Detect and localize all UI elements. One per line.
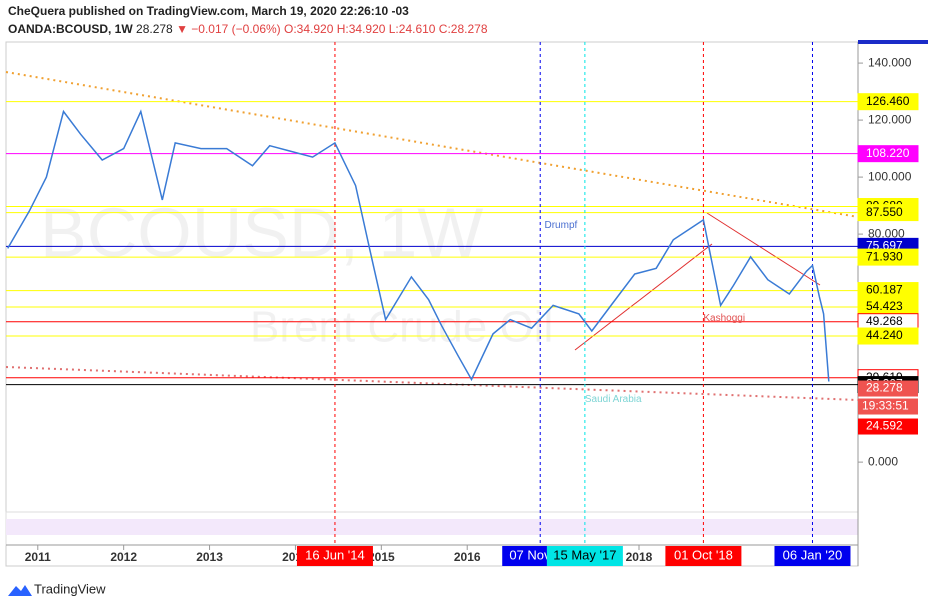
trend-line [574, 243, 713, 351]
ohlc: O:34.920 H:34.920 L:24.610 C:28.278 [284, 22, 488, 36]
x-tick-label: 2013 [196, 550, 223, 564]
price-label-box [857, 93, 919, 111]
price-label: 126.460 [866, 94, 910, 108]
price-line [7, 109, 830, 382]
x-tick-label: 2012 [110, 550, 137, 564]
price-label-box [857, 204, 919, 222]
y-tick-label: 100.000 [868, 169, 912, 183]
annotation: Drumpf [545, 220, 578, 231]
footer[interactable]: TradingView [8, 581, 106, 596]
logo [8, 585, 32, 596]
price-label: 87.550 [866, 205, 903, 219]
footer-text[interactable]: TradingView [34, 581, 106, 596]
price-label: 44.240 [866, 328, 903, 342]
x-tick-label: 2011 [25, 550, 51, 564]
publisher: CheQuera published on TradingView.com, M… [8, 4, 409, 18]
marker-box [774, 546, 851, 566]
price-label: 54.423 [866, 299, 903, 313]
current-price-box [858, 380, 918, 397]
y-tick-label: 0.000 [868, 454, 898, 468]
symbol: OANDA:BCOUSD, 1W [8, 22, 133, 36]
marker-label: 01 Oct '18 [674, 547, 733, 562]
x-tick-label: 2016 [454, 550, 481, 564]
y-tick-label: 120.000 [868, 112, 912, 126]
marker-label: 16 Jun '14 [305, 547, 365, 562]
marker-box [296, 546, 373, 566]
price-label-box [857, 327, 919, 345]
watermark-sub: Brent Crude Oil [250, 303, 553, 352]
watermark: BCOUSD, 1W [40, 193, 483, 271]
publisher-text: CheQuera published on TradingView.com, M… [8, 4, 409, 18]
marker-box [546, 546, 623, 566]
price-label-box [857, 248, 919, 266]
low-box [858, 418, 918, 435]
current-price-label: 28.278 [866, 381, 903, 395]
change: ▼ −0.017 (−0.06%) [176, 22, 281, 36]
marker-label: 06 Jan '20 [783, 547, 843, 562]
countdown-box [858, 398, 918, 415]
marker-label: 15 May '17 [553, 547, 616, 562]
y-tick-label: 140.000 [868, 55, 912, 69]
trend-line [706, 212, 821, 286]
price-label: 71.930 [866, 249, 903, 263]
x-tick-label: 2018 [626, 550, 653, 564]
price-label: 108.220 [866, 146, 910, 160]
annotation: Saudi Arabia [585, 394, 642, 405]
countdown: 19:33:51 [862, 399, 909, 413]
last-price: 28.278 [136, 22, 173, 36]
rsi-band [6, 519, 858, 535]
trend-line [5, 71, 859, 218]
axis-top-bar [858, 40, 928, 44]
y-tick-label: 80.000 [868, 226, 905, 240]
price-label: 49.268 [866, 314, 903, 328]
trend-line [5, 366, 859, 401]
x-tick-label: 2015 [368, 550, 395, 564]
price-label-box [857, 145, 919, 163]
marker-box [665, 546, 742, 566]
symbol-line: OANDA:BCOUSD, 1W 28.278 ▼ −0.017 (−0.06%… [8, 22, 488, 36]
annotation: Kashoggi [703, 313, 745, 324]
low-label: 24.592 [866, 419, 903, 433]
price-label: 60.187 [866, 283, 903, 297]
